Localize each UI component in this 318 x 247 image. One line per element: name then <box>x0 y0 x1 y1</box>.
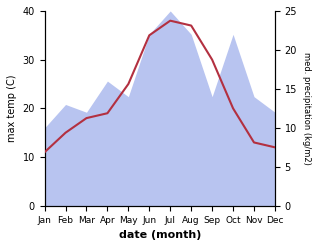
Y-axis label: med. precipitation (kg/m2): med. precipitation (kg/m2) <box>302 52 311 165</box>
Y-axis label: max temp (C): max temp (C) <box>7 75 17 142</box>
X-axis label: date (month): date (month) <box>119 230 201 240</box>
